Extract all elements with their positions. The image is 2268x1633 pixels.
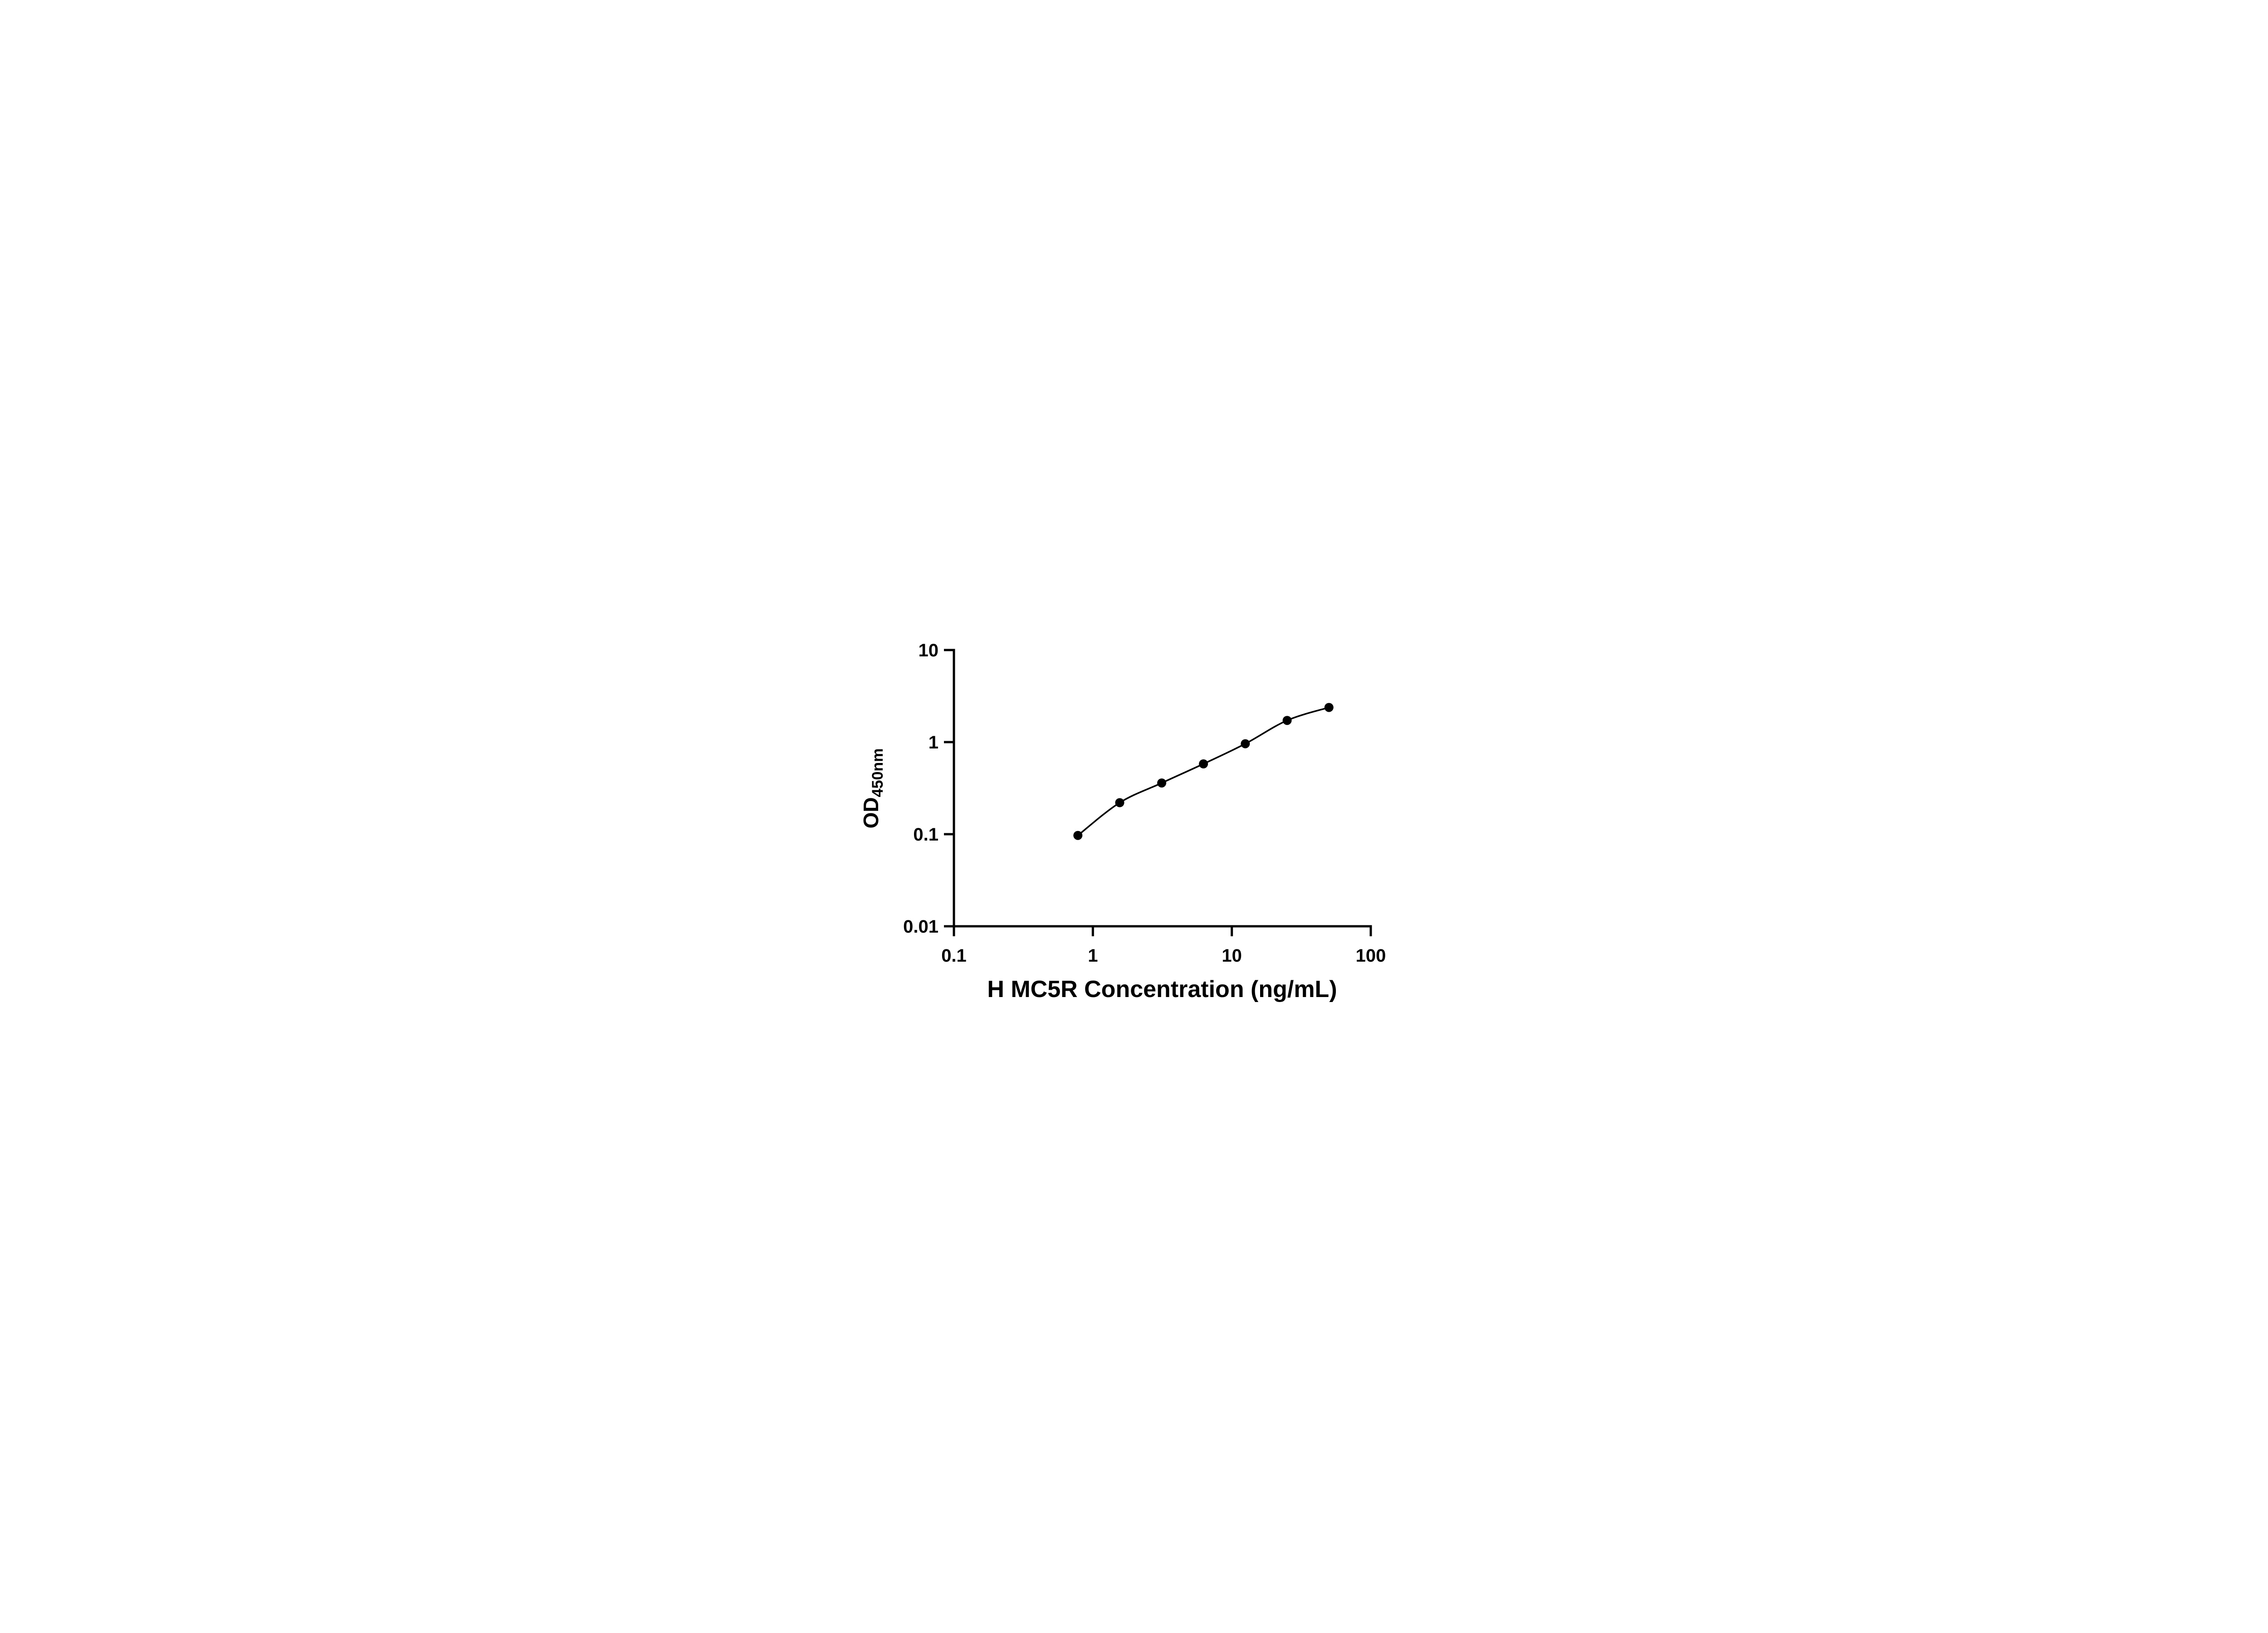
elisa-standard-curve-figure: 0.1 1 10 100 0.01 0.1 1 10 H MC5R Concentration… [842,612,1426,1021]
y-tick-label: 0.1 [913,825,938,845]
data-point [1115,798,1124,807]
data-series [1073,703,1334,840]
y-axis-title: OD450nm [859,748,886,829]
y-tick-label: 1 [928,733,938,753]
data-point [1282,716,1292,725]
data-point [1324,703,1334,712]
data-point [1073,831,1082,840]
axis-spine [953,649,1372,928]
x-tick-label: 10 [1222,946,1242,966]
tick-marks [943,649,1372,936]
x-tick-label: 100 [1355,946,1386,966]
data-point [1198,759,1208,768]
y-axis-title-main: OD [859,797,883,828]
axes [953,649,1372,928]
data-point [1157,778,1166,788]
data-point [1240,739,1250,748]
x-tick-label: 1 [1088,946,1098,966]
x-axis-title: H MC5R Concentration (ng/mL) [987,976,1337,1002]
y-axis-title-sub: 450nm [869,748,886,797]
x-tick-label: 0.1 [941,946,967,966]
y-tick-label: 0.01 [903,917,938,937]
fit-line [1077,706,1329,836]
y-tick-label: 10 [918,640,938,660]
axis-titles: H MC5R Concentration (ng/mL) OD450nm [859,748,1337,1002]
